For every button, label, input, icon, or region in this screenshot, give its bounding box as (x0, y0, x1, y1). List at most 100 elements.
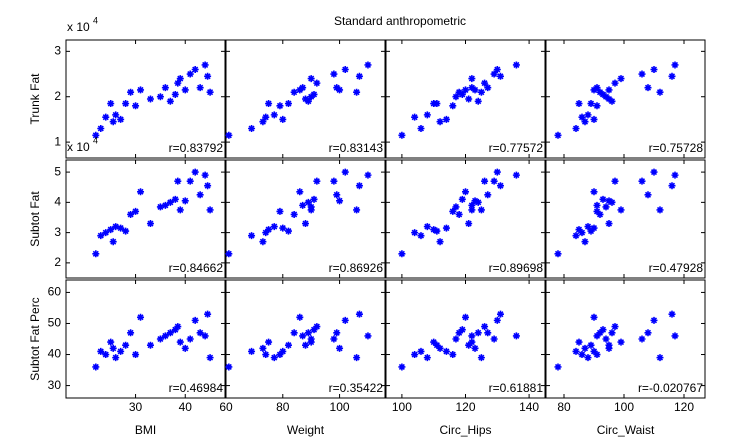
point (248, 347, 256, 355)
point (638, 335, 646, 343)
point (417, 347, 425, 355)
point (496, 310, 504, 318)
x-tick-label: 30 (129, 400, 143, 414)
point (602, 93, 610, 101)
point (174, 79, 182, 87)
point (270, 111, 278, 119)
point (512, 61, 520, 69)
point (638, 177, 646, 185)
point (433, 341, 441, 349)
point (296, 188, 304, 196)
point (181, 86, 189, 94)
point (590, 86, 598, 94)
point (196, 84, 204, 92)
point (650, 66, 658, 73)
point (474, 97, 482, 105)
point (296, 86, 304, 94)
point (442, 224, 450, 232)
point (474, 198, 482, 206)
point (465, 341, 473, 349)
point (196, 191, 204, 199)
point (584, 354, 592, 362)
point (590, 347, 598, 355)
point (656, 354, 664, 362)
point (204, 310, 212, 318)
point (599, 326, 607, 334)
point (484, 191, 492, 199)
x-tick-label: 100 (330, 400, 350, 414)
point (333, 84, 341, 92)
point (411, 229, 419, 237)
point (572, 232, 580, 240)
point (265, 226, 273, 234)
point (587, 341, 595, 349)
point (336, 344, 344, 352)
point (611, 79, 619, 87)
correlation-label: r=0.35422 (329, 381, 384, 395)
point (97, 232, 105, 240)
chart-title: Standard anthropometric (334, 14, 466, 28)
point (109, 118, 117, 126)
point (146, 95, 154, 103)
point (186, 177, 194, 185)
point (132, 207, 140, 215)
x-tick-label: 100 (614, 400, 634, 414)
point (276, 207, 284, 215)
point (107, 100, 115, 108)
panel-frame (65, 159, 226, 279)
point (333, 329, 341, 337)
point (481, 323, 489, 331)
point (186, 335, 194, 343)
point (430, 226, 438, 234)
point (671, 171, 679, 179)
point (364, 332, 372, 340)
x-axis-label: Circ_Hips (439, 423, 491, 437)
point (617, 75, 625, 83)
x-tick-label: 100 (392, 400, 412, 414)
point (132, 102, 140, 110)
point (605, 220, 613, 228)
point (248, 125, 256, 132)
panel-frame (65, 279, 226, 399)
point (599, 195, 607, 203)
point (423, 111, 431, 119)
point (668, 72, 676, 80)
x-tick-label: 80 (276, 400, 290, 414)
point (117, 224, 125, 232)
point (458, 90, 466, 98)
point (204, 72, 212, 80)
point (442, 115, 450, 123)
panel-frame (225, 279, 386, 399)
point (341, 168, 349, 176)
point (433, 227, 441, 235)
point (166, 329, 174, 337)
point (452, 335, 460, 343)
point (206, 354, 214, 362)
point (299, 84, 307, 92)
point (171, 326, 179, 334)
point (593, 351, 601, 359)
y-tick-label: 3 (54, 225, 61, 239)
x-tick-label: 140 (519, 400, 539, 414)
x-tick-label: 40 (179, 400, 193, 414)
point (161, 84, 169, 92)
panel-frame (385, 159, 546, 279)
point (92, 250, 100, 258)
point (496, 72, 504, 80)
point (468, 75, 476, 83)
point (132, 351, 140, 359)
point (449, 207, 457, 215)
point (605, 86, 613, 94)
point (572, 125, 580, 132)
point (590, 115, 598, 123)
point (587, 100, 595, 108)
point (156, 203, 164, 211)
correlation-label: r=0.83143 (329, 141, 384, 155)
x-axis-label: BMI (135, 423, 156, 437)
point (554, 131, 562, 139)
point (584, 223, 592, 231)
point (455, 329, 463, 337)
point (578, 229, 586, 237)
point (430, 338, 438, 346)
point (477, 206, 485, 214)
